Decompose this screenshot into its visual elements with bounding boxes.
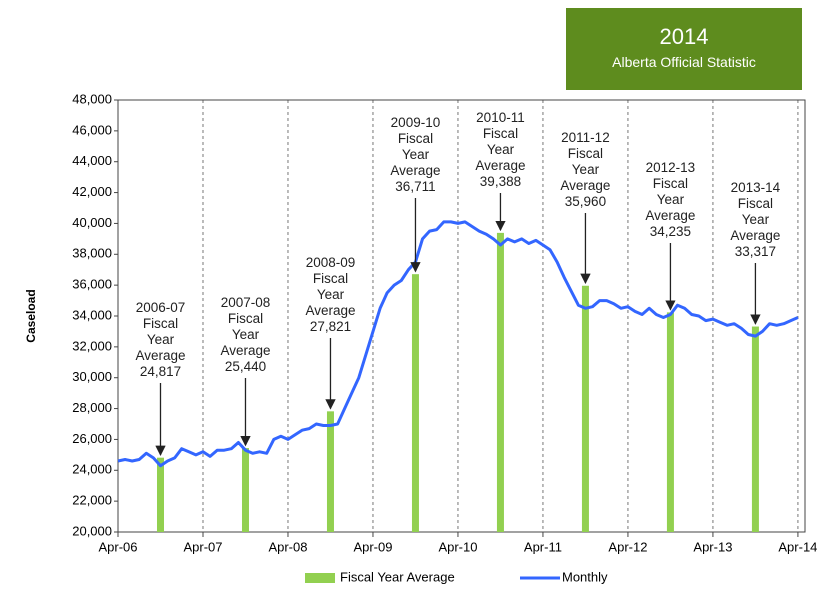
y-tick-label: 30,000 <box>72 369 112 384</box>
badge-text: Alberta Official Statistic <box>612 54 756 70</box>
monthly-line <box>117 220 799 468</box>
x-tick-label: Apr-12 <box>608 539 647 554</box>
annotation-text: Fiscal Year Average <box>390 131 441 178</box>
bar <box>326 411 334 532</box>
y-tick-label: 26,000 <box>72 431 112 446</box>
bar <box>751 326 759 532</box>
annotation-value: 36,711 <box>395 179 436 194</box>
y-tick-label: 36,000 <box>72 277 112 292</box>
y-tick-label: 24,000 <box>72 462 112 477</box>
y-tick-label: 46,000 <box>72 122 112 137</box>
y-tick-label: 40,000 <box>72 215 112 230</box>
annotation-text: Fiscal Year Average <box>475 126 526 173</box>
annotation: 2013-14 Fiscal Year Average 33,317 <box>723 180 787 260</box>
x-tick-label: Apr-14 <box>778 539 817 554</box>
y-tick-label: 22,000 <box>72 493 112 508</box>
x-tick-label: Apr-08 <box>268 539 307 554</box>
annotation-year: 2013-14 <box>730 180 781 195</box>
annotation-year: 2006-07 <box>135 300 186 315</box>
y-tick-label: 28,000 <box>72 400 112 415</box>
annotation-text: Fiscal Year Average <box>135 316 186 363</box>
x-tick-label: Apr-11 <box>524 539 562 554</box>
legend-swatch <box>305 573 335 583</box>
annotation-year: 2008-09 <box>305 255 356 270</box>
bar <box>666 312 674 532</box>
annotation: 2008-09 Fiscal Year Average 27,821 <box>298 255 362 335</box>
annotation-value: 27,821 <box>309 319 352 334</box>
annotation-value: 34,235 <box>649 224 692 239</box>
y-tick-label: 34,000 <box>72 307 112 322</box>
bar <box>156 457 164 532</box>
y-tick-label: 42,000 <box>72 184 112 199</box>
annotation-text: Fiscal Year Average <box>560 146 611 193</box>
y-tick-label: 20,000 <box>72 523 112 538</box>
annotation-text: Fiscal Year Average <box>305 271 356 318</box>
x-tick-label: Apr-07 <box>183 539 222 554</box>
annotation-year: 2009-10 <box>390 115 441 130</box>
x-tick-label: Apr-09 <box>353 539 392 554</box>
annotation-year: 2011-12 <box>561 130 610 145</box>
annotation-year: 2010-11 <box>476 110 525 125</box>
bar <box>496 232 504 532</box>
x-tick-label: Apr-13 <box>693 539 732 554</box>
annotation-text: Fiscal Year Average <box>220 311 271 358</box>
legend-label: Fiscal Year Average <box>340 569 455 584</box>
annotation-year: 2007-08 <box>220 295 271 310</box>
bar <box>581 285 589 532</box>
y-tick-label: 38,000 <box>72 246 112 261</box>
annotation: 2011-12 Fiscal Year Average 35,960 <box>553 130 617 210</box>
x-tick-label: Apr-06 <box>98 539 137 554</box>
annotation-value: 25,440 <box>224 359 267 374</box>
y-tick-label: 44,000 <box>72 153 112 168</box>
bar <box>411 274 419 532</box>
y-tick-label: 32,000 <box>72 338 112 353</box>
annotation-value: 24,817 <box>139 364 182 379</box>
annotation: 2010-11 Fiscal Year Average 39,388 <box>468 110 532 190</box>
legend-label: Monthly <box>562 569 608 584</box>
bar <box>241 448 249 532</box>
annotation: 2007-08 Fiscal Year Average 25,440 <box>213 295 277 375</box>
badge: 2014 Alberta Official Statistic <box>566 8 802 90</box>
annotation: 2009-10 Fiscal Year Average 36,711 <box>383 115 447 195</box>
annotation-value: 33,317 <box>734 244 777 259</box>
y-tick-label: 48,000 <box>72 91 112 106</box>
y-axis-label: Caseload <box>24 289 38 342</box>
annotation-value: 35,960 <box>564 194 607 209</box>
annotation-text: Fiscal Year Average <box>645 176 696 223</box>
plot-frame <box>117 99 806 533</box>
annotation-value: 39,388 <box>479 174 522 189</box>
annotation: 2006-07 Fiscal Year Average 24,817 <box>128 300 192 380</box>
annotation: 2012-13 Fiscal Year Average 34,235 <box>638 160 702 240</box>
badge-year: 2014 <box>659 24 709 49</box>
annotation-text: Fiscal Year Average <box>730 196 781 243</box>
x-tick-label: Apr-10 <box>438 539 477 554</box>
annotation-year: 2012-13 <box>645 160 696 175</box>
